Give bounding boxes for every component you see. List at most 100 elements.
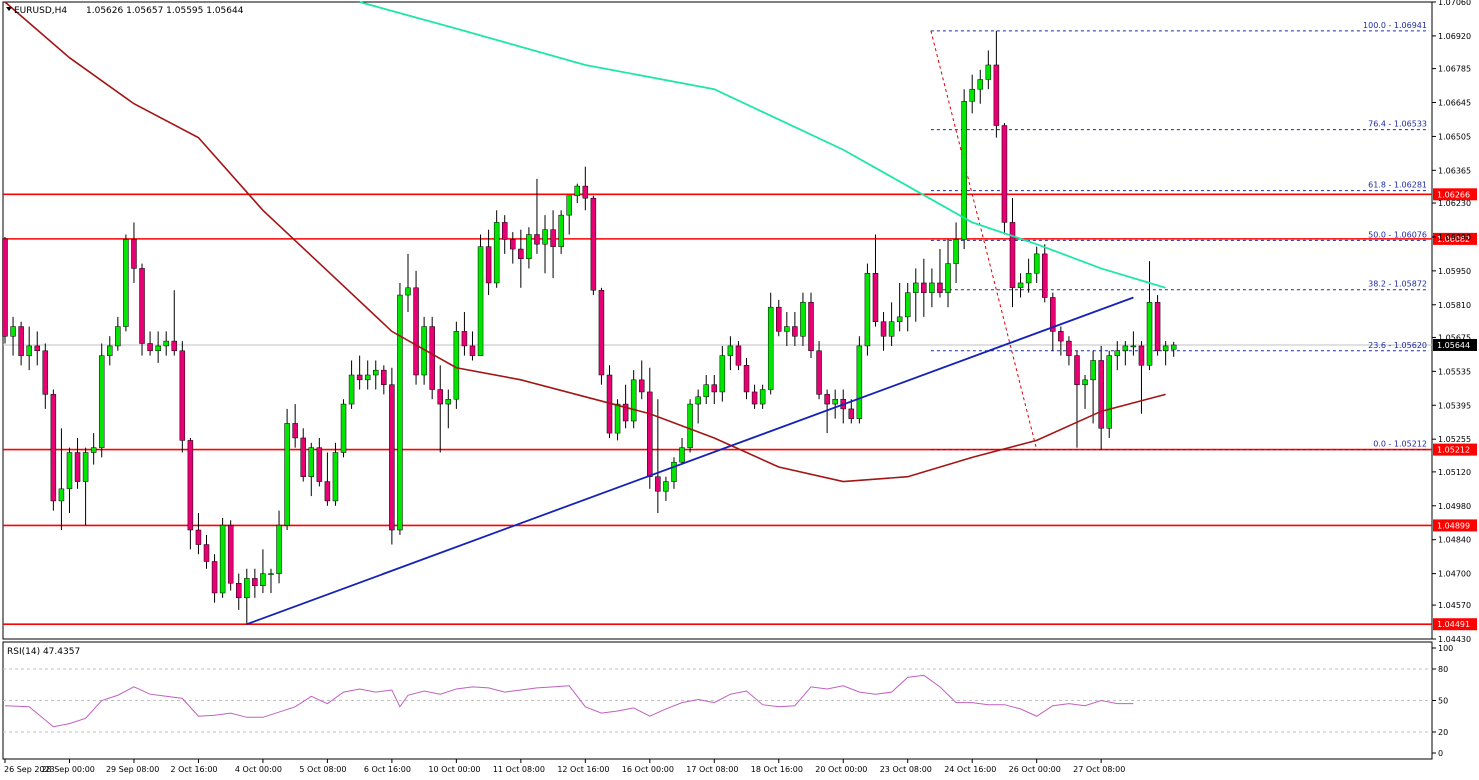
price-tick-label: 1.06230: [1438, 199, 1471, 208]
candle-body: [308, 447, 315, 477]
candlesticks: [2, 30, 1177, 625]
fib-level-label: 23.6 - 1.05620: [1368, 341, 1427, 350]
candle-body: [34, 345, 40, 352]
price-tick-label: 1.06365: [1438, 166, 1471, 175]
candle-body: [252, 578, 258, 586]
candle-body: [598, 289, 605, 376]
candle-body: [574, 185, 581, 197]
candle-body: [276, 524, 282, 574]
candle-body: [518, 248, 524, 259]
candle-body: [614, 403, 621, 434]
candle-body: [1050, 297, 1056, 332]
collapse-triangle-icon[interactable]: [6, 7, 12, 11]
candle-body: [1058, 331, 1064, 342]
time-tick-label: 12 Oct 16:00: [557, 765, 609, 774]
candle-body: [187, 440, 194, 531]
rsi-tick-label: 100: [1438, 644, 1453, 653]
candle-body: [913, 282, 919, 293]
candle-body: [510, 239, 516, 250]
candle-body: [1074, 355, 1080, 385]
candle-body: [711, 384, 718, 393]
price-tick-label: 1.04840: [1438, 536, 1471, 545]
candle-body: [856, 345, 863, 419]
candle-body: [784, 326, 790, 332]
candle-body: [977, 79, 984, 90]
candle-body: [82, 452, 89, 482]
candle-body: [1098, 360, 1104, 429]
candle-body: [445, 398, 452, 405]
level-price-label: 1.05212: [1437, 446, 1470, 455]
price-tick-label: 1.06090: [1438, 233, 1471, 242]
candle-body: [300, 437, 306, 477]
candle-body: [904, 292, 911, 318]
price-tick-label: 1.05950: [1438, 267, 1471, 276]
candle-body: [945, 263, 951, 293]
candle-body: [42, 350, 49, 395]
candle-body: [284, 423, 290, 526]
time-tick-label: 23 Oct 08:00: [880, 765, 932, 774]
candle-body: [179, 350, 186, 441]
candle-body: [2, 238, 8, 337]
ohlc-readout: 1.05626 1.05657 1.05595 1.05644: [86, 6, 244, 16]
candle-body: [816, 350, 822, 395]
price-tick-label: 1.06505: [1438, 132, 1471, 141]
candle-body: [896, 316, 903, 322]
fib-level-label: 76.4 - 1.06533: [1368, 120, 1427, 129]
candle-body: [485, 246, 492, 284]
candle-body: [542, 229, 548, 245]
candle-body: [340, 403, 347, 453]
rsi-line: [4, 674, 1134, 728]
time-tick-label: 4 Oct 00:00: [235, 765, 282, 774]
candle-body: [1001, 125, 1008, 223]
time-tick-label: 27 Oct 08:00: [1073, 765, 1125, 774]
candle-body: [921, 282, 927, 293]
candle-body: [453, 331, 460, 400]
time-tick-label: 16 Oct 00:00: [622, 765, 674, 774]
candle-body: [888, 321, 895, 337]
candle-body: [735, 345, 742, 366]
candle-body: [880, 321, 887, 337]
candle-body: [107, 345, 113, 356]
rsi-indicator: 100 80 50 20 0: [3, 644, 1453, 758]
bullish-trendline: [246, 296, 1134, 626]
candle-body: [332, 452, 339, 502]
candle-body: [10, 326, 16, 337]
level-price-tag: [1433, 618, 1477, 631]
candle-body: [1033, 253, 1040, 274]
candle-body: [477, 246, 484, 356]
time-tick-label: 17 Oct 08:00: [686, 765, 738, 774]
price-tick-label: 1.04700: [1438, 570, 1471, 579]
candle-body: [590, 197, 597, 291]
candle-body: [622, 403, 629, 422]
time-tick-label: 18 Oct 16:00: [751, 765, 803, 774]
time-tick-label: 28 Sep 00:00: [41, 765, 94, 774]
candle-body: [759, 389, 766, 405]
candle-body: [18, 326, 24, 356]
candle-body: [50, 394, 57, 502]
symbol-label: EURUSD,H4: [14, 6, 67, 16]
candle-body: [1106, 355, 1112, 429]
candle-body: [469, 345, 476, 356]
candle-body: [1066, 340, 1072, 356]
candle-body: [703, 384, 709, 398]
price-tick-label: 1.06785: [1438, 65, 1471, 74]
candle-body: [397, 294, 403, 531]
candle-body: [1162, 345, 1169, 352]
time-tick-label: 26 Oct 00:00: [1009, 765, 1061, 774]
candle-body: [800, 302, 806, 337]
candle-body: [929, 282, 935, 293]
candle-body: [1138, 345, 1145, 366]
candle-body: [751, 391, 758, 405]
candle-body: [405, 287, 411, 296]
price-tick-label: 1.06645: [1438, 99, 1471, 108]
fib-level-label: 0.0 - 1.05212: [1373, 440, 1427, 449]
level-price-tag: [1433, 443, 1477, 456]
candle-body: [90, 447, 97, 453]
candle-body: [235, 583, 242, 599]
fib-level-label: 61.8 - 1.06281: [1368, 181, 1427, 190]
candle-body: [808, 302, 814, 352]
candle-body: [348, 374, 355, 405]
candle-body: [558, 214, 564, 247]
